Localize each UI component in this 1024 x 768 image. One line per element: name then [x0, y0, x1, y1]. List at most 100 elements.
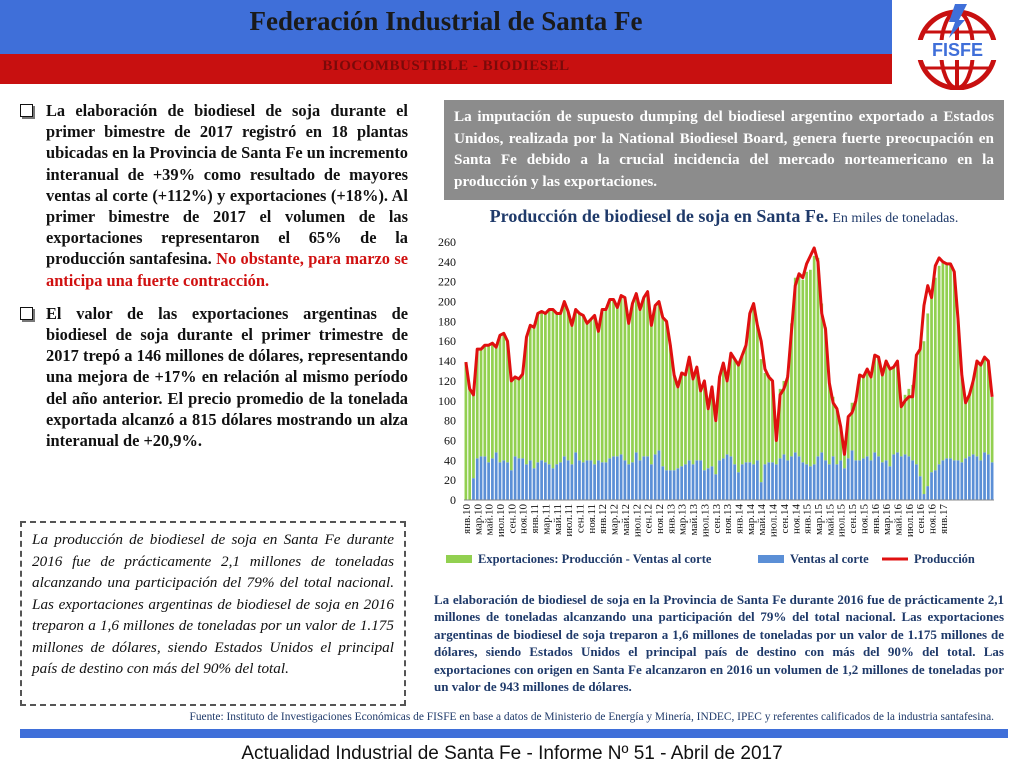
sales-bar	[600, 462, 604, 500]
exports-bar	[930, 297, 933, 473]
exports-bar	[986, 361, 990, 455]
exports-bar	[880, 374, 884, 463]
x-tick-label: июл.12	[631, 504, 643, 537]
y-tick-label: 80	[444, 414, 456, 428]
checkbox-bullet-icon	[20, 306, 33, 320]
sales-bar	[699, 460, 702, 500]
exports-bar	[646, 291, 649, 457]
sales-bar	[494, 452, 498, 500]
sales-bar	[899, 456, 903, 500]
exports-bar	[774, 422, 778, 465]
sales-bar	[986, 454, 990, 500]
sales-bar	[706, 468, 710, 500]
sales-bar	[827, 464, 831, 500]
x-tick-label: мар.16	[881, 504, 893, 536]
x-tick-label: июл.10	[495, 504, 507, 538]
exports-bar	[502, 333, 506, 461]
sales-bar	[816, 456, 820, 500]
exports-bar	[907, 388, 911, 457]
sales-bar	[843, 468, 846, 500]
sales-bar	[756, 460, 759, 500]
exports-bar	[710, 386, 714, 467]
x-tick-label: ноя.12	[654, 504, 666, 534]
exports-bar	[748, 313, 752, 463]
sales-bar	[926, 486, 930, 500]
sales-bar	[968, 456, 971, 500]
exports-bar	[672, 374, 676, 471]
exports-bar	[559, 313, 562, 463]
sales-bar	[854, 460, 858, 500]
sales-bar	[933, 470, 937, 500]
sales-bar	[949, 458, 952, 500]
bullet-text: El valor de las exportaciones argentinas…	[46, 303, 408, 451]
bullet-item: El valor de las exportaciones argentinas…	[18, 303, 408, 451]
sales-bar	[759, 482, 763, 500]
exports-bar	[744, 345, 748, 463]
sales-bar	[555, 464, 559, 500]
sales-bar	[937, 464, 941, 500]
sales-bar	[517, 458, 521, 500]
sales-bar	[858, 460, 861, 500]
exports-bar	[517, 378, 521, 459]
sales-bar	[771, 462, 774, 500]
exports-bar	[718, 376, 721, 461]
exports-bar	[566, 311, 570, 461]
exports-bar	[782, 380, 786, 455]
exports-bar	[850, 402, 854, 451]
legend-label: Producción	[914, 552, 975, 566]
sales-bar	[665, 470, 668, 500]
exports-bar	[922, 341, 926, 495]
x-tick-label: сен.13	[711, 504, 723, 534]
exports-bar	[653, 305, 657, 455]
sales-bar	[680, 466, 684, 500]
x-tick-label: ноя.16	[927, 504, 939, 534]
exports-bar	[809, 269, 812, 467]
sales-bar	[945, 458, 949, 500]
y-tick-label: 40	[444, 453, 456, 467]
sales-bar	[578, 460, 581, 500]
exports-bar	[968, 394, 971, 457]
sales-bar	[634, 452, 638, 500]
x-tick-label: сен.15	[847, 504, 859, 534]
logo-text: FISFE	[932, 40, 983, 60]
sales-bar	[748, 462, 752, 500]
exports-bar	[839, 426, 843, 461]
sales-bar	[979, 460, 983, 500]
exports-bar	[759, 359, 763, 483]
sales-bar	[752, 464, 755, 500]
bullet-text: La elaboración de biodiesel de soja dura…	[46, 101, 408, 269]
legend-swatch	[758, 555, 784, 563]
x-tick-label: июл.11	[563, 504, 575, 537]
header-bar	[0, 0, 892, 54]
sales-bar	[873, 452, 877, 500]
x-tick-label: янв.16	[870, 504, 882, 534]
exports-bar	[858, 374, 861, 461]
sales-bar	[475, 458, 479, 500]
sales-bar	[650, 464, 653, 500]
sales-bar	[593, 464, 596, 500]
x-tick-label: май.12	[620, 504, 632, 535]
sales-bar	[551, 468, 555, 500]
exports-bar	[657, 301, 661, 451]
sales-bar	[502, 460, 506, 500]
exports-bar	[941, 261, 945, 461]
exports-bar	[714, 420, 718, 475]
sales-bar	[964, 458, 967, 500]
sales-bar	[597, 460, 600, 500]
sales-bar	[472, 478, 475, 500]
exports-bar	[865, 369, 869, 457]
sales-bar	[676, 468, 680, 500]
sales-bar	[487, 462, 490, 500]
sales-bar	[733, 464, 737, 500]
x-tick-label: сен.14	[779, 504, 791, 534]
exports-bar	[793, 277, 797, 453]
exports-bar	[869, 376, 873, 461]
sales-bar	[540, 460, 543, 500]
sales-bar	[585, 460, 589, 500]
chart-title-text: Producción de biodiesel de soja en Santa…	[489, 206, 829, 226]
sales-bar	[528, 460, 532, 500]
exports-bar	[703, 380, 706, 471]
sales-bar	[930, 472, 933, 500]
x-tick-label: ноя.10	[518, 504, 530, 534]
sales-bar	[581, 462, 585, 500]
